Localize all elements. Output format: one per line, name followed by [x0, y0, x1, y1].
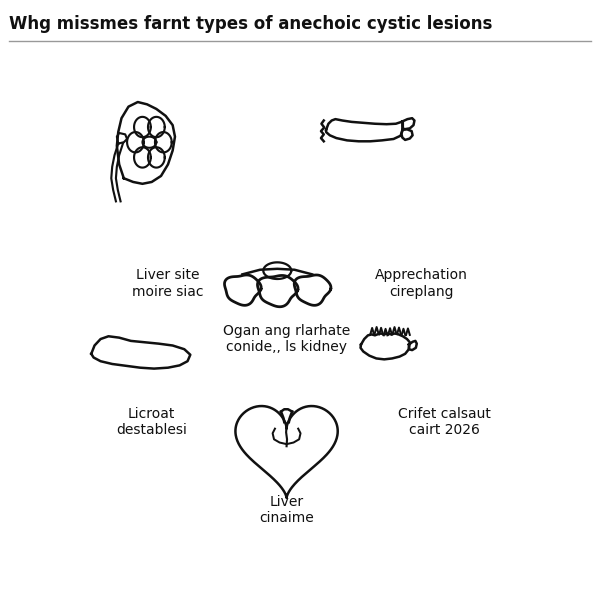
Text: Whg missmes farnt types of anechoic cystic lesions: Whg missmes farnt types of anechoic cyst… — [9, 15, 493, 33]
Text: Crifet calsaut
cairt 2026: Crifet calsaut cairt 2026 — [398, 407, 491, 437]
Text: Apprechation
cireplang: Apprechation cireplang — [375, 268, 468, 299]
Text: Liver
cinaime: Liver cinaime — [259, 495, 314, 525]
Text: Liver site
moire siac: Liver site moire siac — [132, 268, 204, 299]
Text: Licroat
destablesi: Licroat destablesi — [116, 407, 187, 437]
Text: Ogan ang rlarhate
conide,, ls kidney: Ogan ang rlarhate conide,, ls kidney — [223, 324, 350, 354]
